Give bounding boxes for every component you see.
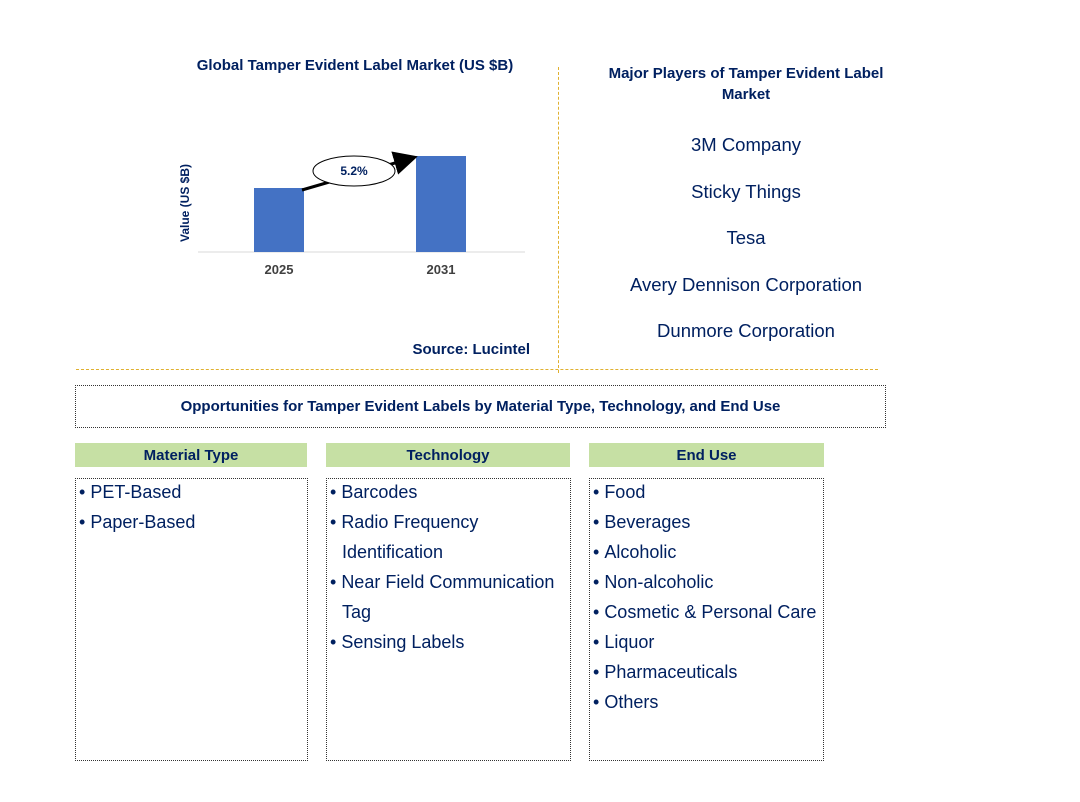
list-item: Paper-Based [79, 507, 307, 537]
horizontal-divider [76, 369, 878, 370]
list-item: Radio Frequency Identification [330, 507, 570, 567]
player-item: Dunmore Corporation [657, 320, 835, 341]
bar-2031 [416, 156, 466, 252]
cagr-bubble [312, 155, 396, 187]
players-title: Major Players of Tamper Evident Label Ma… [608, 65, 884, 103]
player-item: Tesa [726, 227, 766, 248]
x-tick-label: 2031 [427, 262, 456, 277]
segment-box-end-use: Food Beverages Alcoholic Non-alcoholic C… [589, 478, 824, 761]
list-item: Near Field Communication Tag [330, 567, 570, 627]
cagr-label: 5.2% [340, 164, 368, 178]
list-item: Barcodes [330, 477, 570, 507]
list-item: Liquor [593, 627, 823, 657]
segment-box-material-type: PET-Based Paper-Based [75, 478, 308, 761]
list-item: PET-Based [79, 477, 307, 507]
y-axis-label: Value (US $B) [178, 164, 192, 242]
player-item: Sticky Things [691, 180, 801, 202]
list-item: Cosmetic & Personal Care [593, 597, 823, 627]
list-item: Others [593, 687, 823, 717]
list-item: Food [593, 477, 823, 507]
segment-header-end-use: End Use [589, 443, 824, 467]
vertical-divider [558, 67, 559, 373]
x-tick-label: 2025 [265, 262, 294, 277]
list-item: Sensing Labels [330, 627, 570, 657]
list-item: Beverages [593, 507, 823, 537]
segment-header-technology: Technology [326, 443, 570, 467]
players-list: 3M Company Sticky Things Tesa Avery Denn… [606, 133, 886, 366]
player-item: Avery Dennison Corporation [629, 273, 863, 295]
bar-chart: Value (US $B) 2025 2031 5.2% [178, 151, 525, 277]
list-item: Pharmaceuticals [593, 657, 823, 687]
bar-2025 [254, 188, 304, 252]
list-item: Alcoholic [593, 537, 823, 567]
source-note: Source: Lucintel [412, 341, 530, 358]
player-item: 3M Company [690, 134, 801, 155]
opportunities-title: Opportunities for Tamper Evident Labels … [75, 385, 886, 428]
chart-title: Global Tamper Evident Label Market (US $… [196, 57, 514, 74]
list-item: Non-alcoholic [593, 567, 823, 597]
segment-box-technology: Barcodes Radio Frequency Identification … [326, 478, 571, 761]
segment-header-material-type: Material Type [75, 443, 307, 467]
